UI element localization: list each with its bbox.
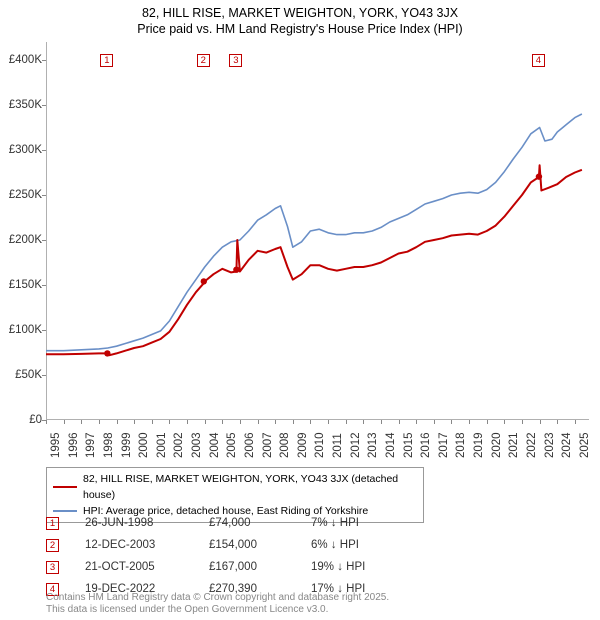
sale-delta: 19% ↓ HPI [311,561,401,573]
x-tick-label: 1998 [103,432,115,458]
sale-num-box: 2 [46,539,59,552]
sale-date: 26-JUN-1998 [85,517,209,529]
chart-container: 82, HILL RISE, MARKET WEIGHTON, YORK, YO… [0,0,600,620]
x-tick-label: 2016 [420,432,432,458]
sale-dot [104,350,110,356]
sale-price: £74,000 [209,517,311,529]
sale-marker-box: 2 [197,54,210,67]
x-tick-label: 2009 [297,432,309,458]
x-tick-label: 2023 [544,432,556,458]
sales-table: 1 26-JUN-1998£74,0007% ↓ HPI 2 12-DEC-2003£… [46,512,401,600]
x-tick-label: 2004 [209,432,221,458]
x-tick-label: 2003 [191,432,203,458]
sale-date: 12-DEC-2003 [85,539,209,551]
x-tick-label: 1995 [50,432,62,458]
x-tick-label: 2005 [226,432,238,458]
x-tick-label: 1997 [85,432,97,458]
y-tick-label: £300K [0,144,42,156]
y-tick-label: £0 [0,414,42,426]
x-tick-label: 2019 [473,432,485,458]
x-tick-label: 2020 [491,432,503,458]
sale-date: 21-OCT-2005 [85,561,209,573]
legend-row: 82, HILL RISE, MARKET WEIGHTON, YORK, YO… [53,471,417,503]
x-tick-label: 2011 [332,433,344,458]
x-tick-label: 2012 [350,432,362,458]
title-block: 82, HILL RISE, MARKET WEIGHTON, YORK, YO… [0,0,600,36]
series-hpi [46,114,582,351]
x-tick-label: 2025 [579,432,591,458]
y-tick-label: £350K [0,99,42,111]
sale-price: £154,000 [209,539,311,551]
footer: Contains HM Land Registry data © Crown c… [46,592,389,616]
y-tick-label: £150K [0,279,42,291]
legend-swatch-1 [53,486,77,489]
y-tick-label: £250K [0,189,42,201]
x-tick-label: 2001 [156,432,168,458]
sale-marker-box: 1 [100,54,113,67]
x-tick-label: 2015 [403,432,415,458]
x-tick-label: 2022 [526,432,538,458]
table-row: 1 26-JUN-1998£74,0007% ↓ HPI [46,512,401,534]
y-tick-label: £200K [0,234,42,246]
sale-price: £167,000 [209,561,311,573]
x-tick-label: 2007 [262,432,274,458]
sale-num-box: 1 [46,517,59,530]
y-tick-label: £100K [0,324,42,336]
x-tick-label: 2014 [385,432,397,458]
sale-dot [201,278,207,284]
sale-delta: 7% ↓ HPI [311,517,401,529]
x-tick-label: 1996 [68,432,80,458]
sale-marker-box: 4 [532,54,545,67]
sale-num-box: 3 [46,561,59,574]
x-tick-label: 1999 [121,432,133,458]
sale-dot [233,267,239,273]
x-tick-label: 2000 [138,432,150,458]
footer-line2: This data is licensed under the Open Gov… [46,604,389,616]
x-tick-label: 2017 [438,432,450,458]
x-tick-label: 2013 [367,432,379,458]
legend-text-1: 82, HILL RISE, MARKET WEIGHTON, YORK, YO… [83,471,417,503]
sale-dot [536,173,542,179]
footer-line1: Contains HM Land Registry data © Crown c… [46,592,389,604]
x-tick-label: 2006 [244,432,256,458]
x-tick-label: 2024 [561,432,573,458]
x-tick-label: 2021 [508,432,520,458]
y-tick-label: £400K [0,54,42,66]
title-line1: 82, HILL RISE, MARKET WEIGHTON, YORK, YO… [0,6,600,20]
series-price_paid [46,165,582,355]
x-tick-label: 2008 [279,432,291,458]
y-tick-label: £50K [0,369,42,381]
table-row: 3 21-OCT-2005£167,00019% ↓ HPI [46,556,401,578]
title-line2: Price paid vs. HM Land Registry's House … [0,22,600,36]
sale-marker-box: 3 [229,54,242,67]
chart-lines [46,42,589,420]
x-tick-label: 2010 [314,432,326,458]
x-tick-label: 2018 [455,432,467,458]
table-row: 2 12-DEC-2003£154,0006% ↓ HPI [46,534,401,556]
sale-delta: 6% ↓ HPI [311,539,401,551]
x-tick-label: 2002 [173,432,185,458]
